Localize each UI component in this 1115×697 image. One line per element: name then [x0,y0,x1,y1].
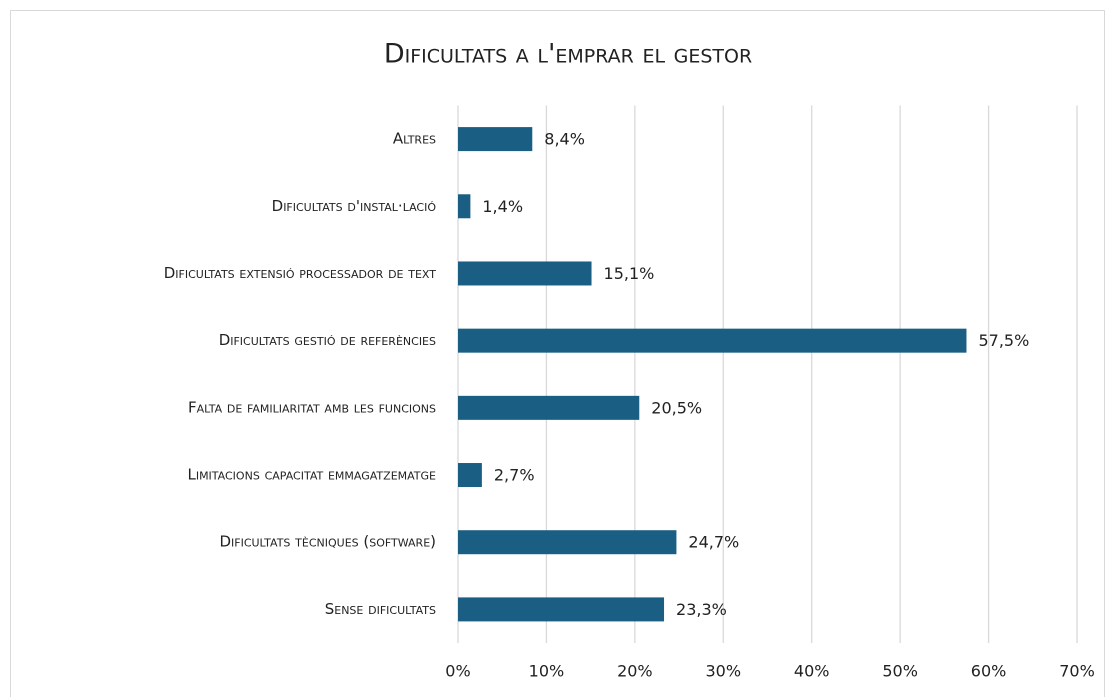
value-label: 20,5% [651,398,702,417]
x-tick-label: 40% [794,662,830,681]
y-tick-label: Dificultats tècniques (software) [219,533,436,551]
value-label: 57,5% [978,331,1029,350]
bar [458,395,640,420]
y-tick-label: Dificultats extensió processador de text [164,264,437,282]
y-tick-label: Sense dificultats [325,600,436,618]
bar [458,463,482,488]
value-label: 1,4% [482,197,523,216]
bar [458,194,471,219]
y-tick-label: Limitacions capacitat emmagatzematge [187,466,436,484]
bar [458,127,533,152]
value-label: 24,7% [688,533,739,552]
value-label: 15,1% [604,264,655,283]
x-tick-label: 60% [971,662,1007,681]
x-tick-label: 50% [882,662,918,681]
x-tick-label: 30% [706,662,742,681]
y-tick-label: Dificultats gestió de referències [219,331,436,349]
y-tick-label: Altres [393,130,436,148]
chart-title: Dificultats a l'emprar el gestor [384,39,752,70]
chart-frame [10,10,1105,697]
x-tick-label: 20% [617,662,653,681]
value-label: 2,7% [494,466,535,485]
bar [458,597,665,622]
bar [458,530,677,555]
value-label: 23,3% [676,600,727,619]
value-label: 8,4% [544,130,585,149]
bar [458,328,967,353]
x-tick-label: 70% [1059,662,1095,681]
bar [458,261,592,286]
x-tick-label: 0% [445,662,470,681]
y-tick-label: Falta de familiaritat amb les funcions [188,398,436,416]
y-tick-label: Dificultats d'instal·lació [272,197,437,215]
x-tick-label: 10% [529,662,565,681]
